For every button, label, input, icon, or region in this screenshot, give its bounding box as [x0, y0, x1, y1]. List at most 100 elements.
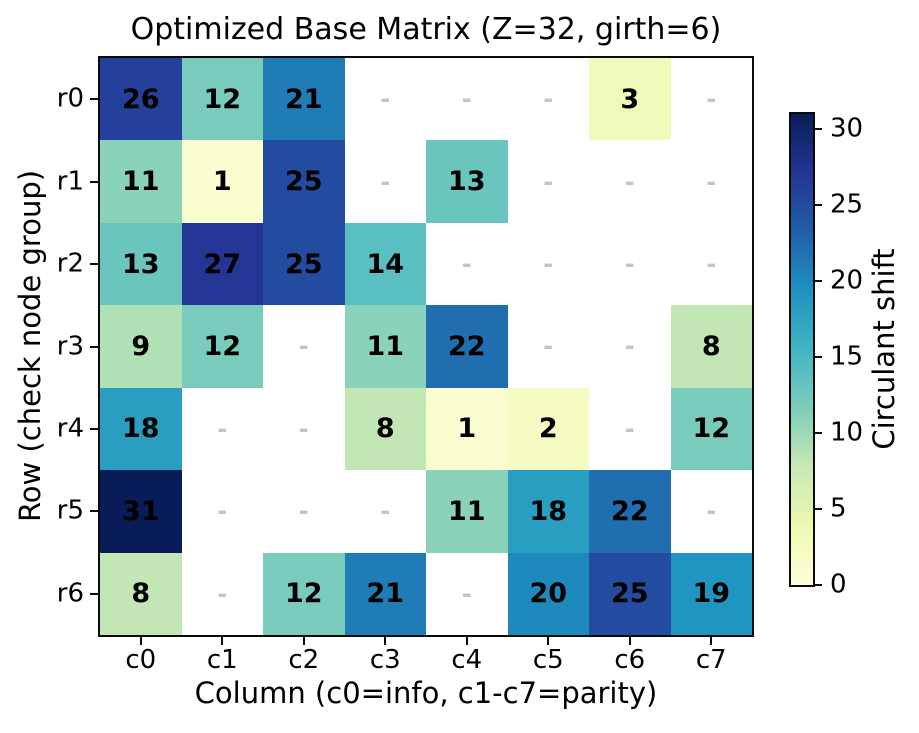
colorbar-tick-label-0: 0: [830, 569, 847, 600]
heatmap-cell-r0-c4: -: [426, 58, 508, 141]
y-tick-label-r1: r1: [56, 166, 84, 197]
y-tick-mark: [90, 427, 98, 430]
heatmap-cell-r2-c2: 25: [263, 222, 345, 306]
heatmap-cell-r6-c6: 25: [589, 552, 671, 635]
heatmap-cell-r1-c4: 13: [426, 140, 508, 223]
heatmap-cell-r4-c6: -: [589, 387, 671, 471]
heatmap-cell-r5-c7: -: [670, 470, 752, 553]
heatmap-cell-r0-c7: -: [670, 58, 752, 141]
colorbar-tick-label-20: 20: [830, 265, 864, 296]
heatmap-cell-r4-c5: 2: [507, 387, 589, 471]
colorbar-tick-label-30: 30: [830, 113, 864, 144]
heatmap-cell-r5-c5: 18: [507, 470, 589, 553]
heatmap-cell-r6-c7: 19: [670, 552, 752, 635]
x-tick-label-c2: c2: [288, 645, 320, 675]
heatmap-cell-r4-c4: 1: [426, 387, 508, 471]
heatmap-cell-r1-c7: -: [670, 140, 752, 223]
heatmap-cell-r3-c1: 12: [181, 305, 263, 388]
heatmap-cell-r4-c1: -: [181, 387, 263, 471]
colorbar-tick-label-15: 15: [830, 341, 864, 372]
colorbar-tick-label-25: 25: [830, 189, 864, 220]
x-tick-mark: [628, 637, 631, 645]
heatmap-cell-r3-c4: 22: [426, 305, 508, 388]
y-tick-mark: [90, 345, 98, 348]
x-tick-mark: [221, 637, 224, 645]
heatmap-cell-r1-c5: -: [507, 140, 589, 223]
x-axis-label: Column (c0=info, c1-c7=parity): [194, 676, 658, 710]
heatmap-cell-r2-c5: -: [507, 222, 589, 306]
heatmap-cell-r0-c6: 3: [589, 58, 671, 141]
y-tick-label-r3: r3: [56, 330, 84, 361]
x-tick-label-c5: c5: [532, 645, 564, 675]
heatmap-cell-r1-c3: -: [344, 140, 426, 223]
y-tick-label-r6: r6: [56, 578, 84, 609]
heatmap-cell-r1-c6: -: [589, 140, 671, 223]
x-tick-label-c4: c4: [451, 645, 483, 675]
x-tick-mark: [139, 637, 142, 645]
heatmap-cell-r4-c3: 8: [344, 387, 426, 471]
heatmap-cell-r5-c1: -: [181, 470, 263, 553]
heatmap-cell-r4-c0: 18: [100, 387, 182, 471]
heatmap-cell-r5-c3: -: [344, 470, 426, 553]
heatmap-cell-r5-c0: 31: [100, 470, 182, 553]
heatmap-cell-r3-c7: 8: [670, 305, 752, 388]
x-tick-mark: [302, 637, 305, 645]
heatmap-cell-r1-c1: 1: [181, 140, 263, 223]
colorbar-tick-mark: [815, 128, 822, 131]
heatmap-cell-r1-c2: 25: [263, 140, 345, 223]
heatmap-plot-area: 26 12 21- - -3-11 1 25-13- - -13 27 25 14- - - -9 12-11…: [98, 56, 754, 637]
y-tick-mark: [90, 98, 98, 101]
heatmap-cell-r6-c1: -: [181, 552, 263, 635]
y-tick-label-r2: r2: [56, 248, 84, 279]
heatmap-cell-r3-c0: 9: [100, 305, 182, 388]
colorbar-label: Circulant shift: [867, 248, 901, 450]
heatmap-cell-r3-c5: -: [507, 305, 589, 388]
y-tick-mark: [90, 510, 98, 513]
y-tick-mark: [90, 592, 98, 595]
heatmap-cell-r0-c3: -: [344, 58, 426, 141]
heatmap-cell-r3-c3: 11: [344, 305, 426, 388]
heatmap-cell-r4-c2: -: [263, 387, 345, 471]
y-tick-label-r5: r5: [56, 495, 84, 526]
heatmap-cell-r2-c0: 13: [100, 222, 182, 306]
colorbar-tick-mark: [815, 356, 822, 359]
heatmap-cell-r2-c3: 14: [344, 222, 426, 306]
heatmap-cell-r6-c5: 20: [507, 552, 589, 635]
y-tick-mark: [90, 180, 98, 183]
heatmap-cell-r0-c0: 26: [100, 58, 182, 141]
colorbar-tick-mark: [815, 280, 822, 283]
heatmap-cell-r3-c2: -: [263, 305, 345, 388]
colorbar-tick-label-5: 5: [830, 493, 847, 524]
x-tick-label-c3: c3: [369, 645, 401, 675]
heatmap-cell-r1-c0: 11: [100, 140, 182, 223]
heatmap-cell-r2-c7: -: [670, 222, 752, 306]
colorbar-tick-mark: [815, 508, 822, 511]
heatmap-cell-r6-c4: -: [426, 552, 508, 635]
heatmap-cell-r2-c1: 27: [181, 222, 263, 306]
y-tick-label-r0: r0: [56, 83, 84, 114]
x-tick-label-c1: c1: [206, 645, 238, 675]
colorbar-tick-mark: [815, 204, 822, 207]
x-tick-mark: [465, 637, 468, 645]
colorbar-tick-label-10: 10: [830, 417, 864, 448]
x-tick-mark: [547, 637, 550, 645]
heatmap-cell-r6-c3: 21: [344, 552, 426, 635]
x-tick-label-c0: c0: [125, 645, 157, 675]
y-tick-mark: [90, 263, 98, 266]
heatmap-cell-r2-c4: -: [426, 222, 508, 306]
heatmap-cell-r0-c5: -: [507, 58, 589, 141]
y-tick-label-r4: r4: [56, 413, 84, 444]
heatmap-cell-r0-c1: 12: [181, 58, 263, 141]
heatmap-cell-r5-c2: -: [263, 470, 345, 553]
heatmap-cell-r0-c2: 21: [263, 58, 345, 141]
heatmap-cell-r5-c4: 11: [426, 470, 508, 553]
x-tick-mark: [384, 637, 387, 645]
heatmap-cell-r2-c6: -: [589, 222, 671, 306]
colorbar-tick-mark: [815, 432, 822, 435]
x-tick-mark: [710, 637, 713, 645]
heatmap-cell-r3-c6: -: [589, 305, 671, 388]
chart-title: Optimized Base Matrix (Z=32, girth=6): [130, 12, 722, 47]
x-tick-label-c7: c7: [695, 645, 727, 675]
colorbar-tick-mark: [815, 584, 822, 586]
